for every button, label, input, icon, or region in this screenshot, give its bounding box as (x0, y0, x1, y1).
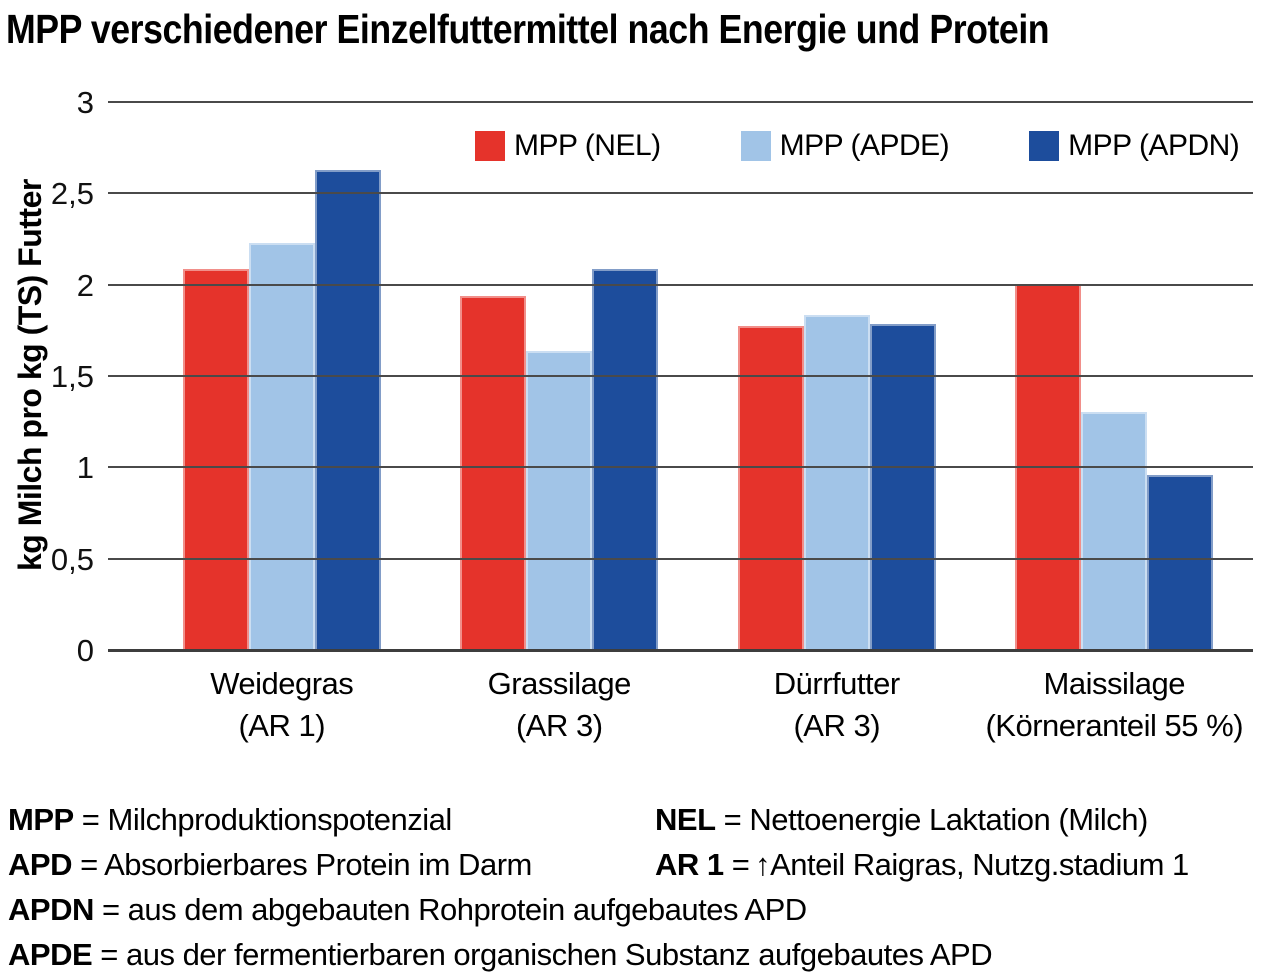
definition-nel: NEL = Nettoenergie Laktation (Milch) (655, 799, 1148, 840)
bar-mpp-apdn-grassilage (592, 269, 659, 649)
definition-apd: APD = Absorbierbares Protein im Darm (8, 847, 532, 882)
bar-mpp-nel-dürrfutter (737, 326, 804, 649)
definitions: MPP = Milchproduktionspotenzial NEL = Ne… (8, 799, 1276, 979)
definition-term: APDN (8, 892, 94, 927)
bar-mpp-apde-grassilage (526, 351, 593, 649)
definition-term: APDE (8, 937, 93, 972)
definition-apde: APDE = aus der fermentierbaren organisch… (8, 937, 993, 972)
y-tick-label: 2 (76, 268, 94, 303)
gridline (108, 375, 1253, 377)
bar-mpp-apde-maissilage (1081, 412, 1148, 649)
category-subtitle: (AR 1) (238, 708, 326, 743)
definition-ar1: AR 1 = ↑Anteil Raigras, Nutzg.stadium 1 (655, 844, 1189, 885)
bar-series-container (143, 101, 1253, 649)
definition-apdn: APDN = aus dem abgebauten Rohprotein auf… (8, 892, 807, 927)
definition-text: = aus der fermentierbaren organischen Su… (92, 937, 993, 972)
bar-mpp-nel-grassilage (460, 296, 527, 649)
category-label: Maissilage (Körneranteil 55 %) (976, 663, 1254, 747)
legend-item: MPP (APDE) (740, 129, 950, 163)
category-name: Weidegras (210, 666, 354, 701)
definition-term: NEL (655, 802, 716, 837)
gridline (108, 466, 1253, 468)
bar-mpp-nel-weidegras (182, 269, 249, 649)
definition-term: AR 1 (655, 847, 724, 882)
definition-row: APDN = aus dem abgebauten Rohprotein auf… (8, 889, 1276, 934)
gridline (108, 284, 1253, 286)
legend-item: MPP (APDN) (1029, 129, 1240, 163)
y-tick-label: 2,5 (50, 176, 94, 211)
definition-text: = aus dem abgebauten Rohprotein aufgebau… (93, 892, 807, 927)
category-label: Weidegras (AR 1) (143, 663, 421, 747)
category-name: Maissilage (1043, 666, 1186, 701)
definition-term: APD (8, 847, 72, 882)
legend: MPP (NEL) MPP (APDE) MPP (APDN) (475, 129, 1240, 163)
definition-mpp: MPP = Milchproduktionspotenzial (8, 802, 452, 837)
bar-mpp-apde-dürrfutter (803, 315, 870, 649)
gridline (108, 101, 1253, 103)
bar-category-column (421, 101, 699, 649)
chart-title: MPP verschiedener Einzelfuttermittel nac… (6, 6, 1050, 52)
bar-category-column (143, 101, 421, 649)
legend-label: MPP (APDN) (1068, 129, 1240, 162)
x-axis-baseline (108, 649, 1253, 652)
definition-text: = Milchproduktionspotenzial (73, 802, 452, 837)
gridline (108, 558, 1253, 560)
x-axis-category-labels: Weidegras (AR 1) Grassilage (AR 3) Dürrfutte… (143, 663, 1253, 747)
category-label: Grassilage (AR 3) (421, 663, 699, 747)
legend-label: MPP (NEL) (514, 129, 661, 162)
bar-mpp-apdn-dürrfutter (869, 324, 936, 649)
definition-text: = ↑Anteil Raigras, Nutzg.stadium 1 (723, 847, 1190, 882)
bar-mpp-apde-weidegras (248, 243, 315, 649)
legend-item: MPP (NEL) (475, 129, 661, 163)
category-label: Dürrfutter (AR 3) (698, 663, 976, 747)
category-subtitle: (AR 3) (793, 708, 881, 743)
y-tick-label: 3 (76, 85, 94, 120)
bar-mpp-apdn-weidegras (314, 170, 381, 649)
category-name: Dürrfutter (773, 666, 900, 701)
bar-mpp-apdn-maissilage (1147, 475, 1214, 649)
category-subtitle: (Körneranteil 55 %) (985, 708, 1244, 743)
legend-swatch-icon (740, 131, 771, 161)
definition-row: MPP = Milchproduktionspotenzial NEL = Ne… (8, 799, 1276, 844)
gridline (108, 192, 1253, 194)
legend-label: MPP (APDE) (779, 129, 950, 162)
y-tick-label: 1 (76, 450, 94, 485)
bar-group (460, 269, 659, 649)
legend-swatch-icon (1029, 131, 1060, 161)
legend-swatch-icon (475, 131, 505, 161)
definition-text: = Absorbierbares Protein im Darm (71, 847, 532, 882)
category-name: Grassilage (487, 666, 632, 701)
bar-group (182, 170, 381, 649)
definition-text: = Nettoenergie Laktation (Milch) (715, 802, 1149, 837)
bar-category-column (698, 101, 976, 649)
category-subtitle: (AR 3) (515, 708, 603, 743)
bar-group (737, 315, 936, 649)
definition-row: APDE = aus der fermentierbaren organisch… (8, 934, 1276, 979)
definition-term: MPP (8, 802, 74, 837)
y-tick-label: 0 (76, 633, 94, 668)
plot-area: MPP (NEL) MPP (APDE) MPP (APDN) 3 2,5 2 1,5 1 0… (0, 87, 1280, 666)
y-tick-label: 1,5 (50, 359, 94, 394)
y-tick-label: 0,5 (50, 542, 94, 577)
definition-row: APD = Absorbierbares Protein im Darm AR … (8, 844, 1276, 889)
